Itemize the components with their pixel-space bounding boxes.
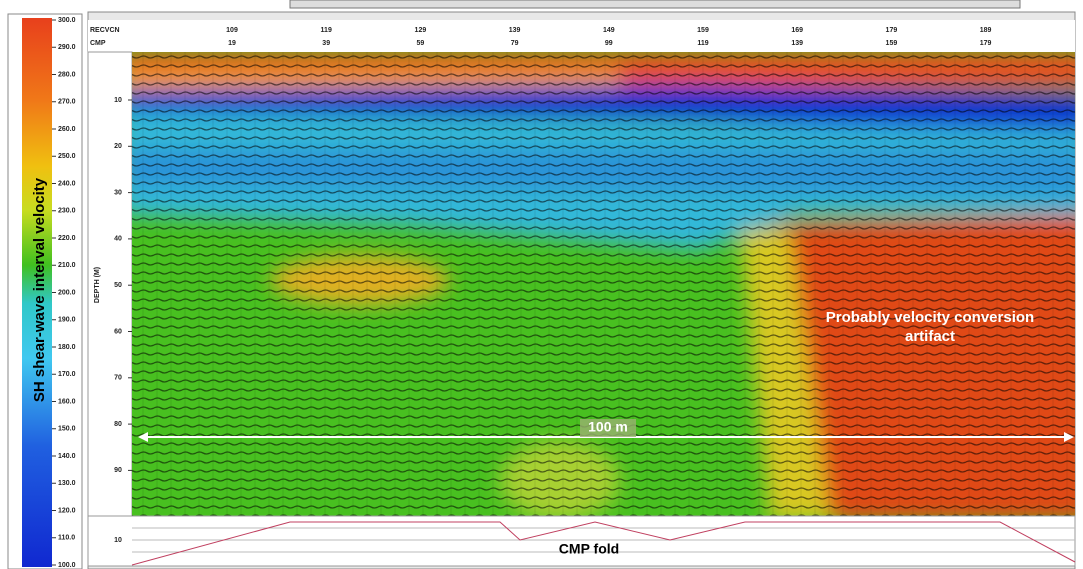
header-value: 179: [980, 40, 992, 47]
depth-tick-label: 20: [114, 143, 122, 150]
header-row-label: RECVCN: [90, 27, 120, 34]
colorbar-tick-label: 170.0: [58, 371, 76, 378]
colorbar-tick-label: 190.0: [58, 317, 76, 324]
header-value: 39: [322, 40, 330, 47]
fold-tick-label: 10: [114, 537, 122, 544]
header-value: 139: [509, 27, 521, 34]
colorbar-tick-label: 100.0: [58, 562, 76, 569]
colorbar-title: SH shear-wave interval velocity: [31, 177, 48, 402]
header-value: 189: [980, 27, 992, 34]
colorbar-tick-label: 220.0: [58, 235, 76, 242]
colorbar-tick-label: 250.0: [58, 153, 76, 160]
colorbar-tick-label: 280.0: [58, 71, 76, 78]
header-value: 129: [415, 27, 427, 34]
header-value: 119: [321, 27, 332, 34]
header-value: 79: [511, 40, 519, 47]
depth-tick-label: 10: [114, 97, 122, 104]
depth-tick-label: 90: [114, 467, 122, 474]
header: [88, 20, 1075, 52]
header-value: 59: [417, 40, 425, 47]
depth-tick-label: 80: [114, 421, 122, 428]
colorbar-tick-label: 110.0: [58, 535, 75, 542]
colorbar-tick-label: 210.0: [58, 262, 76, 269]
depth-tick-label: 30: [114, 189, 122, 196]
colorbar-tick-label: 230.0: [58, 208, 76, 215]
colorbar-tick-label: 150.0: [58, 426, 76, 433]
colorbar-tick-label: 200.0: [58, 289, 76, 296]
colorbar-tick-label: 290.0: [58, 44, 76, 51]
status-bar: [290, 0, 1020, 8]
scale-label: 100 m: [588, 419, 628, 435]
depth-tick-label: 40: [114, 236, 122, 243]
colorbar-tick-label: 240.0: [58, 180, 76, 187]
colorbar-tick-label: 130.0: [58, 480, 76, 487]
fold-label: CMP fold: [559, 541, 619, 557]
header-row-label: CMP: [90, 40, 106, 47]
header-value: 119: [697, 40, 708, 47]
figure: SH shear-wave interval velocity 300.0 290…: [0, 0, 1083, 569]
artifact-box: Probably velocity conversion artifact: [820, 308, 1040, 358]
depth-tick-label: 50: [114, 282, 122, 289]
colorbar-tick-label: 140.0: [58, 453, 76, 460]
artifact-label: Probably velocity conversion artifact: [820, 308, 1040, 346]
header-value: 179: [886, 27, 898, 34]
colorbar-tick-label: 260.0: [58, 126, 76, 133]
header-value: 99: [605, 40, 613, 47]
depth-tick-label: 70: [114, 375, 122, 382]
header-value: 139: [791, 40, 803, 47]
seismic-section: [120, 52, 1083, 520]
header-value: 159: [886, 40, 898, 47]
depth-axis-label: DEPTH (M): [94, 267, 101, 303]
header-value: 19: [228, 40, 236, 47]
header-value: 149: [603, 27, 615, 34]
colorbar-tick-label: 180.0: [58, 344, 76, 351]
colorbar-tick-label: 300.0: [58, 17, 76, 24]
header-value: 169: [791, 27, 803, 34]
header-value: 109: [226, 27, 238, 34]
depth-tick-label: 60: [114, 328, 122, 335]
colorbar-tick-label: 270.0: [58, 99, 76, 106]
colorbar-tick-label: 160.0: [58, 398, 76, 405]
header-value: 159: [697, 27, 709, 34]
colorbar-tick-label: 120.0: [58, 507, 76, 514]
